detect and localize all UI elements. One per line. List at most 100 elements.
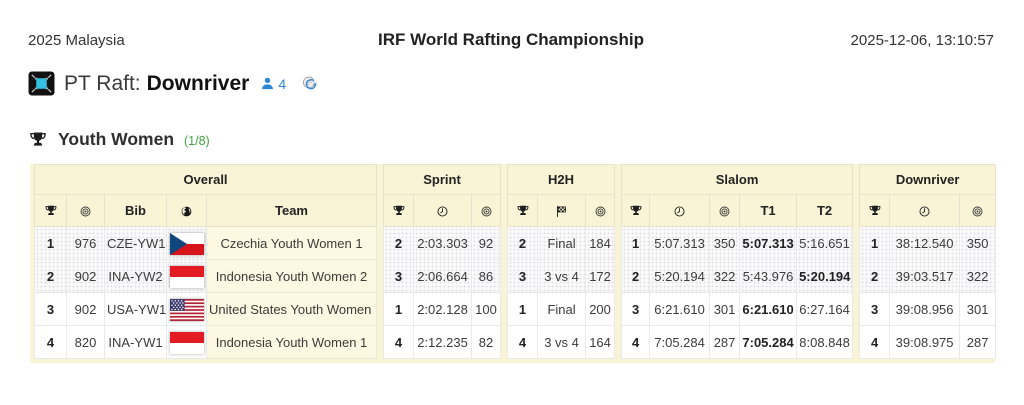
group-header-h2h: H2H [507, 164, 616, 195]
rank-cell: 2 [34, 259, 67, 293]
points-cell: 200 [585, 292, 616, 326]
rank-cell: 2 [507, 226, 539, 260]
table-row: 4 820 INA-YW1 Indonesia Youth Women 1 [34, 325, 378, 359]
bib-cell: INA-YW2 [104, 259, 167, 293]
match-cell: Final [537, 226, 587, 260]
rank-cell: 1 [621, 226, 651, 260]
points-cell: 820 [66, 325, 105, 359]
bib-cell: CZE-YW1 [104, 226, 167, 260]
discipline-name: Downriver [146, 71, 250, 95]
table-row: 1 Final 200 [507, 292, 616, 326]
trophy-icon [507, 194, 539, 227]
us-flag [166, 292, 207, 326]
match-cell: 3 vs 4 [537, 325, 587, 359]
time-icon [889, 194, 961, 227]
table-row: 1 5:07.313 350 5:07.313 5:16.651 [621, 226, 854, 260]
table-row: 1 2:02.128 100 [383, 292, 502, 326]
trophy-icon [859, 194, 891, 227]
t2-cell: 6:27.164 [796, 292, 854, 326]
table-row: 3 39:08.956 301 [859, 292, 997, 326]
points-cell: 287 [959, 325, 997, 359]
col-header-t2: T2 [796, 194, 854, 227]
time-cell: 5:07.313 [649, 226, 711, 260]
trophy-icon [383, 194, 415, 227]
time-cell: 39:08.975 [889, 325, 961, 359]
table-row: 2 2:03.303 92 [383, 226, 502, 260]
t1-cell: 5:43.976 [739, 259, 798, 293]
points-cell: 92 [471, 226, 502, 260]
team-cell: Indonesia Youth Women 2 [205, 259, 378, 293]
top-bar: 2025 Malaysia IRF World Rafting Champion… [0, 0, 1024, 50]
time-cell: 2:12.235 [413, 325, 473, 359]
time-cell: 5:20.194 [649, 259, 711, 293]
table-row: 4 39:08.975 287 [859, 325, 997, 359]
rank-cell: 3 [34, 292, 67, 326]
overall-table: Overall Bib Team 1 976 CZE-YW1 Czechia Yout… [33, 164, 378, 359]
rank-cell: 1 [34, 226, 67, 260]
time-cell: 6:21.610 [649, 292, 711, 326]
globe-icon [166, 194, 207, 227]
table-row: 2 39:03.517 322 [859, 259, 997, 293]
match-cell: 3 vs 4 [537, 259, 587, 293]
points-cell: 322 [959, 259, 997, 293]
time-cell: 39:03.517 [889, 259, 961, 293]
id-flag [166, 325, 207, 359]
time-cell: 2:03.303 [413, 226, 473, 260]
page-indicator: (1/8) [184, 133, 210, 148]
rank-cell: 3 [383, 259, 415, 293]
table-row: 1 38:12.540 350 [859, 226, 997, 260]
points-cell: 350 [959, 226, 997, 260]
table-row: 4 2:12.235 82 [383, 325, 502, 359]
group-header-downriver: Downriver [859, 164, 997, 195]
rank-cell: 2 [621, 259, 651, 293]
results-table: Overall Bib Team 1 976 CZE-YW1 Czechia Yout… [30, 164, 997, 363]
t1-cell: 6:21.610 [739, 292, 798, 326]
col-header-t1: T1 [739, 194, 798, 227]
time-cell: 39:08.956 [889, 292, 961, 326]
points-cell: 976 [66, 226, 105, 260]
points-cell: 164 [585, 325, 616, 359]
col-header-bib: Bib [104, 194, 167, 227]
table-row: 2 5:20.194 322 5:43.976 5:20.194 [621, 259, 854, 293]
match-cell: Final [537, 292, 587, 326]
points-icon [585, 194, 616, 227]
points-icon [709, 194, 741, 227]
t2-cell: 8:08.848 [796, 325, 854, 359]
screen-expand-icon[interactable] [28, 71, 55, 96]
team-cell: Indonesia Youth Women 1 [205, 325, 378, 359]
t2-cell: 5:16.651 [796, 226, 854, 260]
points-cell: 82 [471, 325, 502, 359]
page-title: IRF World Rafting Championship [378, 30, 644, 49]
rank-cell: 1 [383, 292, 415, 326]
rank-cell: 4 [34, 325, 67, 359]
bib-cell: INA-YW1 [104, 325, 167, 359]
points-cell: 902 [66, 259, 105, 293]
downriver-table: Downriver 1 38:12.540 350 2 39:03.517 322 3 39:… [859, 164, 997, 359]
rank-cell: 4 [621, 325, 651, 359]
table-row: 3 2:06.664 86 [383, 259, 502, 293]
points-cell: 86 [471, 259, 502, 293]
t2-cell: 5:20.194 [796, 259, 854, 293]
table-row: 1 976 CZE-YW1 Czechia Youth Women 1 [34, 226, 378, 260]
time-cell: 7:05.284 [649, 325, 711, 359]
time-icon [649, 194, 711, 227]
team-cell: United States Youth Women 1 [205, 292, 378, 326]
points-icon [66, 194, 105, 227]
rank-cell: 3 [621, 292, 651, 326]
people-icon [262, 77, 274, 90]
group-header-sprint: Sprint [383, 164, 502, 195]
refresh-icon[interactable] [301, 75, 318, 92]
group-header-slalom: Slalom [621, 164, 854, 195]
time-icon [413, 194, 473, 227]
category-heading: Youth Women (1/8) [0, 96, 1024, 150]
team-cell: Czechia Youth Women 1 [205, 226, 378, 260]
rank-cell: 2 [383, 226, 415, 260]
trophy-icon [621, 194, 651, 227]
points-cell: 301 [709, 292, 741, 326]
points-cell: 322 [709, 259, 741, 293]
participant-count[interactable]: 4 [260, 76, 286, 92]
rank-cell: 2 [859, 259, 891, 293]
points-cell: 902 [66, 292, 105, 326]
group-header-overall: Overall [33, 164, 378, 195]
